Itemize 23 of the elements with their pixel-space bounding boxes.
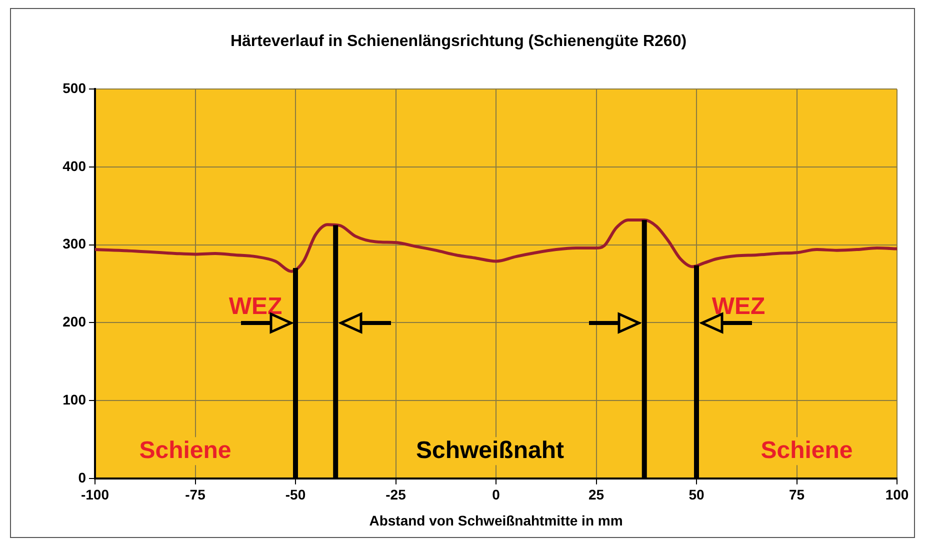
- annotation: Schweißnaht: [416, 436, 564, 464]
- x-tick-label: -25: [386, 486, 406, 503]
- x-tick-label: 75: [788, 486, 805, 503]
- annotation: Schiene: [139, 436, 232, 464]
- line-series: [95, 218, 897, 273]
- y-tick-label: 100: [62, 391, 86, 408]
- x-tick-label: -75: [185, 486, 206, 503]
- y-tick-label: 500: [62, 80, 86, 96]
- x-tick-label: 0: [492, 486, 500, 503]
- x-axis-title: Abstand von Schweißnahtmitte in mm: [369, 512, 623, 528]
- x-tick-label: 100: [885, 486, 909, 503]
- annotation: WEZ: [712, 292, 766, 320]
- annotation: Schiene: [760, 436, 853, 464]
- annotation: WEZ: [228, 292, 282, 320]
- x-tick-label: 50: [688, 486, 704, 503]
- x-tick-label: -100: [80, 486, 110, 503]
- y-tick-label: 400: [62, 158, 86, 174]
- y-tick-label: 300: [62, 236, 86, 252]
- y-tick-label: 0: [78, 469, 86, 486]
- x-tick-label: 25: [588, 486, 604, 503]
- chart-title: Härteverlauf in Schienenlängsrichtung (Schienengüte R260): [230, 33, 687, 50]
- y-tick-label: 200: [62, 314, 86, 330]
- x-tick-label: -50: [285, 486, 306, 503]
